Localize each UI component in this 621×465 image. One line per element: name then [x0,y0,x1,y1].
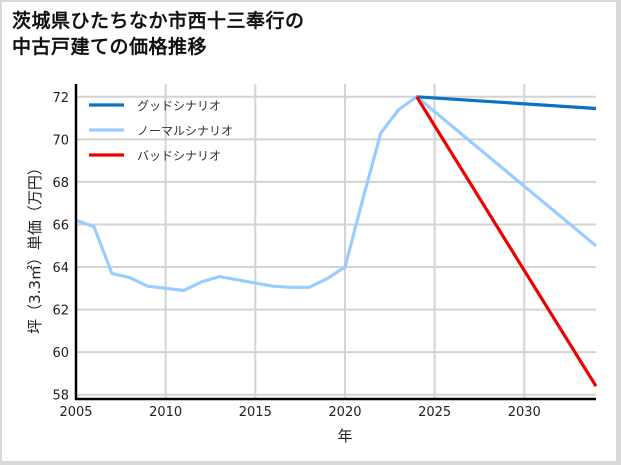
series-line [415,95,598,388]
series-line [416,95,597,111]
x-tick-label: 2020 [328,405,361,420]
y-tick-label: 58 [52,389,69,404]
x-tick-label: 2025 [418,405,451,420]
y-tick-label: 72 [52,91,69,106]
x-tick-label: 2010 [149,405,182,420]
series-line [75,95,598,293]
x-tick-label: 2015 [239,405,272,420]
x-tick-label: 2005 [59,405,92,420]
legend-label: ノーマルシナリオ [137,124,233,138]
y-tick-label: 62 [52,304,69,319]
title-line-1: 茨城県ひたちなか市西十三奉行の [12,10,305,32]
y-tick-label: 66 [52,218,69,233]
y-tick-label: 68 [52,176,69,191]
title-line-2: 中古戸建ての価格推移 [12,36,208,58]
y-tick-label: 64 [52,261,69,276]
x-axis-label: 年 [337,427,352,445]
legend-label: グッドシナリオ [137,99,221,113]
chart-frame [2,2,616,461]
y-tick-label: 70 [52,133,69,148]
y-axis-label: 坪（3.3㎡）単価（万円） [26,160,44,334]
chart-title: 茨城県ひたちなか市西十三奉行の 中古戸建ての価格推移 [12,8,305,60]
y-tick-label: 60 [52,346,69,361]
legend-label: バッドシナリオ [137,149,221,163]
x-tick-label: 2030 [508,405,541,420]
